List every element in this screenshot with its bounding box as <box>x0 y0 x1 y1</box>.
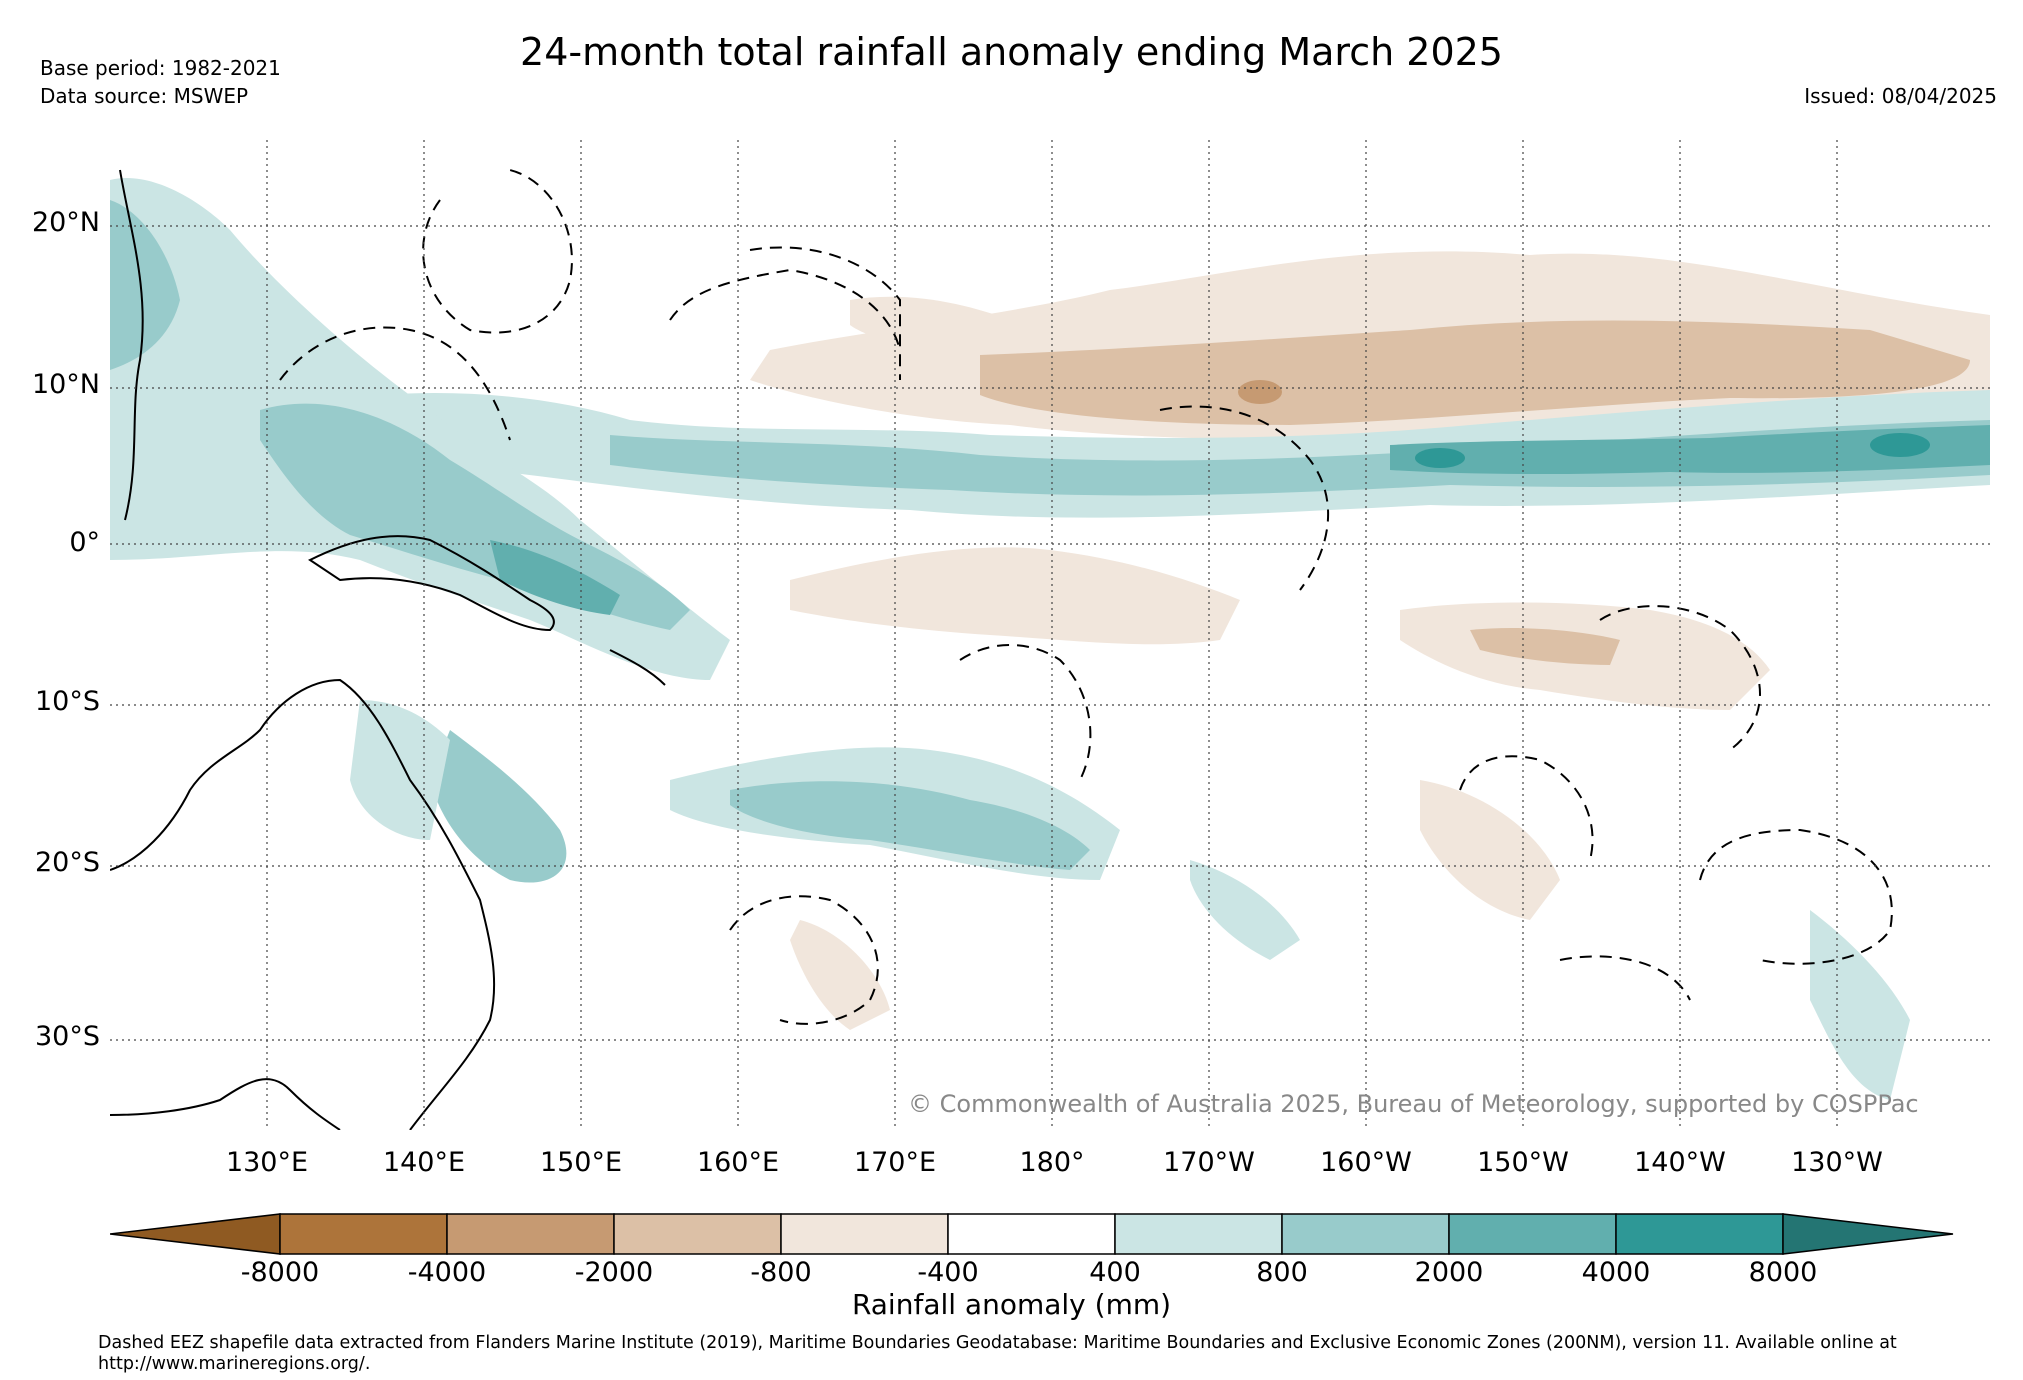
lon-tick-170e: 170°E <box>853 1147 937 1178</box>
colorbar-label: 8000 <box>1748 1257 1818 1288</box>
graticule <box>110 140 1990 1130</box>
wet-anomaly-png-solomons <box>110 178 730 680</box>
colorbar-label: -8000 <box>240 1257 320 1288</box>
coastlines <box>110 169 666 1130</box>
colorbar-label: 400 <box>1089 1257 1141 1288</box>
colorbar-label: 4000 <box>1581 1257 1651 1288</box>
colorbar-label: -400 <box>917 1257 979 1288</box>
colorbar-seg-8 <box>1448 1213 1617 1255</box>
colorbar-seg-1 <box>279 1213 448 1255</box>
lat-tick-20n: 20°N <box>31 207 100 238</box>
colorbar-label: -4000 <box>407 1257 487 1288</box>
colorbar-title: Rainfall anomaly (mm) <box>851 1288 1172 1321</box>
colorbar-seg-6 <box>1114 1213 1283 1255</box>
lon-tick-140w: 140°W <box>1634 1147 1726 1178</box>
lat-tick-0: 0° <box>69 527 100 558</box>
wet-anomaly-eastern-australia <box>350 700 567 883</box>
colorbar-seg-9 <box>1615 1213 1784 1255</box>
lon-tick-150e: 150°E <box>539 1147 623 1178</box>
map-title: 24-month total rainfall anomaly ending M… <box>520 30 1503 74</box>
lon-tick-150w: 150°W <box>1477 1147 1569 1178</box>
colorbar-label: -2000 <box>574 1257 654 1288</box>
colorbar-seg-5 <box>947 1213 1116 1255</box>
lon-tick-170w: 170°W <box>1163 1147 1255 1178</box>
colorbar <box>110 1213 1954 1255</box>
colorbar-label: -800 <box>750 1257 812 1288</box>
lat-tick-10n: 10°N <box>31 369 100 400</box>
colorbar-seg-2 <box>446 1213 615 1255</box>
footnote: Dashed EEZ shapefile data extracted from… <box>98 1333 1897 1374</box>
dry-anomaly-central-south <box>790 547 1770 1030</box>
lon-tick-160e: 160°E <box>696 1147 780 1178</box>
rainfall-anomaly-map <box>110 140 1990 1130</box>
colorbar-extend-max <box>1782 1213 1954 1255</box>
lon-tick-130w: 130°W <box>1791 1147 1883 1178</box>
lat-tick-30s: 30°S <box>35 1021 100 1052</box>
lat-tick-20s: 20°S <box>35 847 100 878</box>
lon-tick-180: 180° <box>1019 1147 1085 1178</box>
colorbar-label: 2000 <box>1414 1257 1484 1288</box>
colorbar-extend-min <box>110 1213 281 1255</box>
lon-tick-160w: 160°W <box>1320 1147 1412 1178</box>
colorbar-seg-3 <box>613 1213 782 1255</box>
colorbar-seg-7 <box>1281 1213 1450 1255</box>
lon-tick-130e: 130°E <box>225 1147 309 1178</box>
copyright-text: © Commonwealth of Australia 2025, Bureau… <box>908 1090 1919 1118</box>
wet-anomaly-equatorial-band <box>300 390 1990 518</box>
issued-date-label: Issued: 08/04/2025 <box>1804 84 1997 108</box>
colorbar-seg-4 <box>780 1213 949 1255</box>
lat-tick-10s: 10°S <box>35 686 100 717</box>
lon-tick-140e: 140°E <box>382 1147 466 1178</box>
data-source-label: Data source: MSWEP <box>40 84 249 108</box>
colorbar-label: 800 <box>1256 1257 1308 1288</box>
base-period-label: Base period: 1982-2021 <box>40 56 281 80</box>
eez-boundaries <box>279 169 1893 1025</box>
